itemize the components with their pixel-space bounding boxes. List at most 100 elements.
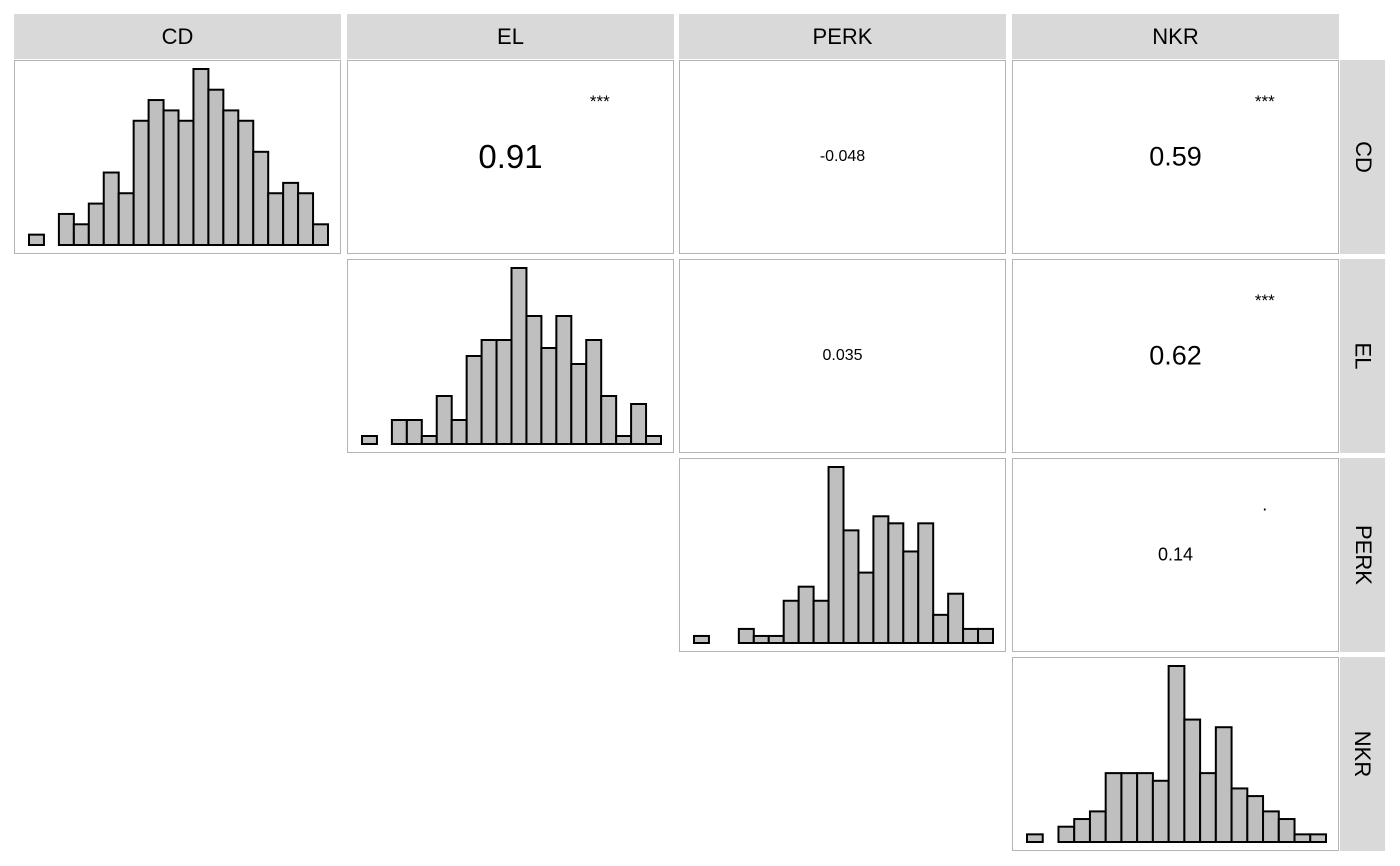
- histogram-bar: [1183, 718, 1202, 843]
- histogram-bar: [361, 435, 378, 445]
- significance-stars: ***: [589, 92, 610, 111]
- histogram-bar: [902, 550, 920, 644]
- histogram-bar: [1262, 810, 1280, 843]
- histogram-bar: [842, 529, 860, 644]
- strip-right-el: EL: [1340, 259, 1385, 453]
- histogram-bar: [72, 223, 90, 246]
- histogram-bar: [737, 627, 755, 644]
- histogram-bar: [282, 181, 300, 246]
- histogram-bar: [192, 68, 210, 246]
- histogram-bar: [1199, 772, 1217, 843]
- histogram-bar: [480, 339, 498, 445]
- histogram-bar: [767, 634, 785, 645]
- histogram-bar: [390, 419, 408, 445]
- histogram-bar: [977, 627, 994, 644]
- histogram-bar: [872, 515, 890, 644]
- histogram-bar: [1073, 818, 1091, 843]
- histogram-bar: [28, 233, 45, 246]
- correlation-value: 0.59: [1149, 141, 1202, 172]
- histogram-bar: [962, 627, 980, 644]
- correlation-value: -0.048: [819, 148, 866, 165]
- strip-top-cd: CD: [14, 14, 341, 59]
- histogram-perk: [693, 466, 994, 645]
- histogram-bar: [570, 363, 588, 445]
- histogram-bar: [117, 192, 135, 247]
- histogram-bar: [857, 571, 875, 644]
- correlation-panel-el-nkr: 0.62 ***: [1012, 259, 1339, 453]
- histogram-panel-el: [347, 259, 674, 453]
- histogram-bar: [693, 634, 710, 645]
- histogram-bar: [132, 119, 150, 246]
- strip-right-label: NKR: [1350, 730, 1376, 778]
- correlation-value: 0.035: [822, 347, 863, 364]
- significance-stars: ***: [1254, 291, 1275, 310]
- histogram-el: [361, 267, 662, 445]
- histogram-bar: [827, 466, 845, 644]
- histogram-bar: [57, 212, 75, 247]
- histogram-panel-cd: [14, 60, 341, 254]
- strip-right-label: CD: [1350, 141, 1376, 173]
- histogram-bar: [1057, 825, 1076, 843]
- histogram-bar: [947, 592, 965, 644]
- histogram-bar: [1151, 779, 1170, 843]
- histogram-bar: [1277, 818, 1296, 843]
- histogram-bar: [1120, 772, 1139, 843]
- histogram-bar: [630, 403, 648, 445]
- histogram-bar: [465, 355, 483, 445]
- histogram-bar: [1026, 833, 1044, 844]
- histogram-bar: [420, 435, 438, 445]
- histogram-bar: [237, 119, 255, 246]
- histogram-bar: [585, 339, 603, 445]
- histogram-bar: [252, 150, 270, 246]
- histogram-bar: [207, 88, 225, 246]
- histogram-bar: [540, 347, 558, 445]
- histogram-bar: [1167, 665, 1186, 843]
- significance-stars: ***: [1254, 92, 1275, 111]
- histogram-bar: [1293, 833, 1312, 844]
- histogram-bar: [147, 99, 165, 247]
- correlation-panel-cd-nkr: 0.59 ***: [1012, 60, 1339, 254]
- histogram-bar: [87, 202, 105, 246]
- histogram-bar: [312, 223, 329, 246]
- correlation-panel-el-perk: 0.035: [679, 259, 1006, 453]
- histogram-bar: [932, 613, 950, 644]
- histogram-bar: [1230, 787, 1249, 843]
- histogram-panel-perk: [679, 458, 1006, 652]
- strip-top-perk: PERK: [679, 14, 1006, 59]
- histogram-bar: [297, 192, 315, 247]
- histogram-bar: [1136, 772, 1154, 843]
- histogram-bar: [797, 585, 815, 644]
- strip-right-label: EL: [1350, 342, 1376, 370]
- histogram-bar: [645, 435, 662, 445]
- histogram-bar: [887, 522, 905, 644]
- histogram-bar: [267, 192, 285, 247]
- histogram-bar: [600, 395, 618, 445]
- correlation-panel-cd-perk: -0.048: [679, 60, 1006, 254]
- strip-right-label: PERK: [1350, 525, 1376, 585]
- histogram-bar: [615, 435, 633, 445]
- strip-right-perk: PERK: [1340, 458, 1385, 652]
- histogram-bar: [495, 339, 513, 445]
- histogram-bar: [222, 109, 240, 246]
- histogram-bar: [177, 119, 195, 246]
- histogram-bar: [1246, 795, 1265, 843]
- histogram-bar: [1214, 726, 1233, 843]
- histogram-bar: [1088, 810, 1107, 843]
- histogram-bar: [752, 634, 770, 645]
- correlation-value: 0.14: [1157, 544, 1194, 565]
- histogram-bar: [812, 599, 830, 644]
- histogram-bar: [917, 522, 935, 644]
- strip-right-nkr: NKR: [1340, 657, 1385, 851]
- histogram-bar: [555, 315, 573, 445]
- significance-stars: .: [1262, 494, 1268, 515]
- histogram-bar: [510, 267, 528, 445]
- histogram-bar: [1104, 772, 1123, 843]
- correlation-value: 0.62: [1149, 340, 1202, 371]
- histogram-bar: [102, 171, 120, 246]
- histogram-cd: [28, 68, 329, 247]
- strip-top-el: EL: [347, 14, 674, 59]
- histogram-bar: [450, 419, 468, 445]
- histogram-bar: [782, 599, 800, 644]
- correlation-panel-cd-el: 0.91 ***: [347, 60, 674, 254]
- strip-top-nkr: NKR: [1012, 14, 1339, 59]
